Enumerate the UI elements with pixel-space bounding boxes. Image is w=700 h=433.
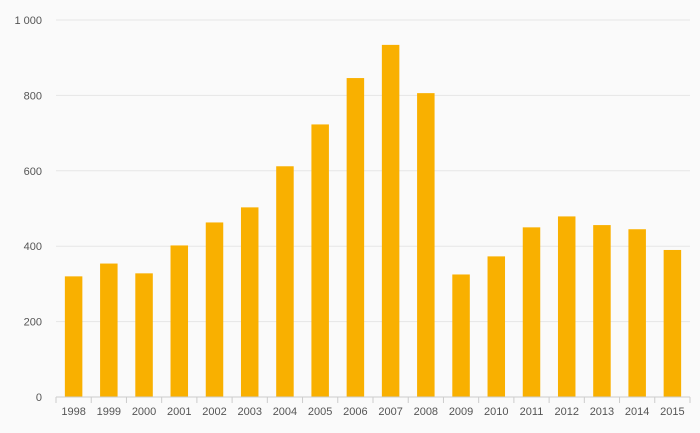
x-tick-label: 1998 — [61, 406, 85, 418]
y-tick-label: 1 000 — [14, 15, 42, 27]
gridlines — [56, 19, 690, 323]
bar-2001 — [170, 245, 189, 397]
x-tick-label: 2010 — [484, 406, 508, 418]
x-tick-label: 2011 — [520, 406, 544, 418]
x-tick-label: 2008 — [414, 406, 438, 418]
x-tick-label: 2009 — [449, 406, 473, 418]
bar-2007 — [381, 44, 400, 398]
bar-2010 — [487, 256, 506, 397]
x-tick-label: 2012 — [554, 406, 578, 418]
x-tick-label: 2004 — [273, 406, 297, 418]
x-tick-label: 2007 — [378, 406, 402, 418]
x-tick-label: 1999 — [97, 406, 121, 418]
y-tick-label: 600 — [24, 166, 42, 178]
x-tick-label: 2002 — [202, 406, 226, 418]
bar-1999 — [100, 263, 118, 397]
x-tick-label: 2014 — [625, 406, 649, 418]
bar-2012 — [557, 216, 576, 397]
x-tick-label: 2013 — [590, 406, 614, 418]
bar-2002 — [205, 222, 224, 397]
x-axis — [55, 396, 691, 403]
bar-2004 — [276, 166, 294, 397]
x-tick-label: 2000 — [132, 406, 156, 418]
bar-2008 — [417, 93, 435, 397]
bar-2015 — [663, 249, 682, 397]
bar-2005 — [311, 124, 329, 397]
bar-1998 — [64, 276, 83, 397]
bar-2000 — [135, 273, 153, 397]
x-tick-label: 2003 — [237, 406, 261, 418]
x-tick-label: 2006 — [343, 406, 367, 418]
y-tick-label: 200 — [24, 317, 42, 329]
bar-2014 — [628, 229, 646, 397]
bar-2013 — [593, 225, 611, 397]
y-tick-label: 800 — [24, 90, 42, 102]
bars — [64, 44, 682, 398]
y-tick-label: 400 — [24, 241, 42, 253]
bar-2003 — [240, 207, 259, 397]
bar-2009 — [452, 274, 470, 397]
y-tick-label: 0 — [36, 392, 42, 404]
bar-2006 — [346, 78, 365, 398]
x-axis-ticks: 1998 1999 2000 2001 2002 2003 2004 2005 2006 2007… — [61, 406, 684, 418]
bar-2011 — [522, 227, 541, 397]
x-tick-label: 2015 — [660, 406, 684, 418]
y-axis-ticks: 0 200 400 600 800 1 000 — [14, 15, 42, 404]
x-tick-label: 2001 — [167, 406, 191, 418]
x-tick-label: 2005 — [308, 406, 332, 418]
